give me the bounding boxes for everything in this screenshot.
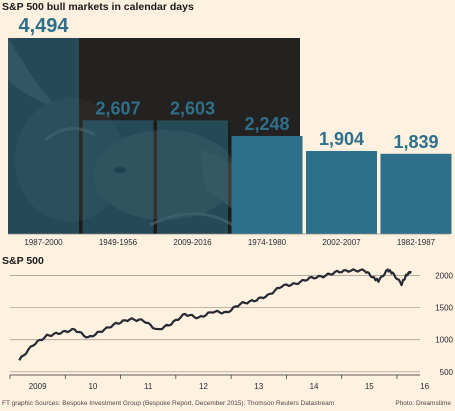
y-tick-label: 1500 [435, 304, 453, 313]
bar-1949-1956 [82, 120, 154, 234]
bar-category-label: 1949-1956 [99, 238, 138, 247]
bar-1982-1987 [380, 153, 452, 234]
bar-2002-2007 [306, 150, 377, 234]
photo-credit: Photo: Dreamstime [395, 400, 451, 407]
bar-category-label: 2002-2007 [322, 238, 361, 247]
line-x-axis: 2009 10 11 12 13 14 15 16 [9, 374, 430, 391]
source-note: FT graphic Sources: Bespoke Investment G… [2, 400, 335, 407]
bar-value-label: 2,603 [170, 98, 215, 118]
bar-value-label: 1,839 [393, 132, 438, 152]
bar-value-label: 1,904 [319, 129, 364, 149]
bar-2009-2016 [157, 120, 228, 234]
bar-1987-2000 [8, 38, 79, 234]
line-chart-title: S&P 500 [2, 255, 44, 267]
bar-chart: 4,494 1987-2000 2,607 1949-1956 2,603 2009-20… [8, 15, 452, 247]
bar-category-label: 1974-1980 [248, 238, 287, 247]
bar-category-label: 2009-2016 [173, 238, 212, 247]
x-tick-label: 2009 [29, 382, 47, 391]
bar-value-label: 2,248 [244, 114, 289, 134]
sp500-line [18, 268, 412, 361]
bar-value-label: 2,607 [95, 98, 140, 118]
x-tick-label: 12 [199, 382, 208, 391]
bars-group: 4,494 1987-2000 2,607 1949-1956 2,603 2009-20… [8, 15, 452, 247]
bar-value-label: 4,494 [18, 15, 69, 37]
bar-1974-1980 [231, 135, 303, 234]
bar-category-label: 1987-2000 [24, 238, 63, 247]
x-tick-label: 14 [310, 382, 319, 391]
y-tick-label: 500 [440, 368, 454, 377]
y-tick-label: 2000 [435, 272, 453, 281]
x-tick-label: 13 [254, 382, 263, 391]
y-tick-label: 1000 [435, 336, 453, 345]
x-tick-label: 16 [420, 382, 429, 391]
x-tick-label: 15 [365, 382, 374, 391]
footer: FT graphic Sources: Bespoke Investment G… [2, 400, 451, 407]
x-tick-label: 11 [144, 382, 153, 391]
bar-category-label: 1982-1987 [397, 238, 436, 247]
x-tick-label: 10 [88, 382, 97, 391]
line-chart: 500 1000 1500 2000 2009 10 11 12 13 14 15 16 [9, 268, 454, 391]
bar-chart-title: S&P 500 bull markets in calendar days [2, 1, 194, 13]
line-grid: 500 1000 1500 2000 [10, 272, 454, 377]
